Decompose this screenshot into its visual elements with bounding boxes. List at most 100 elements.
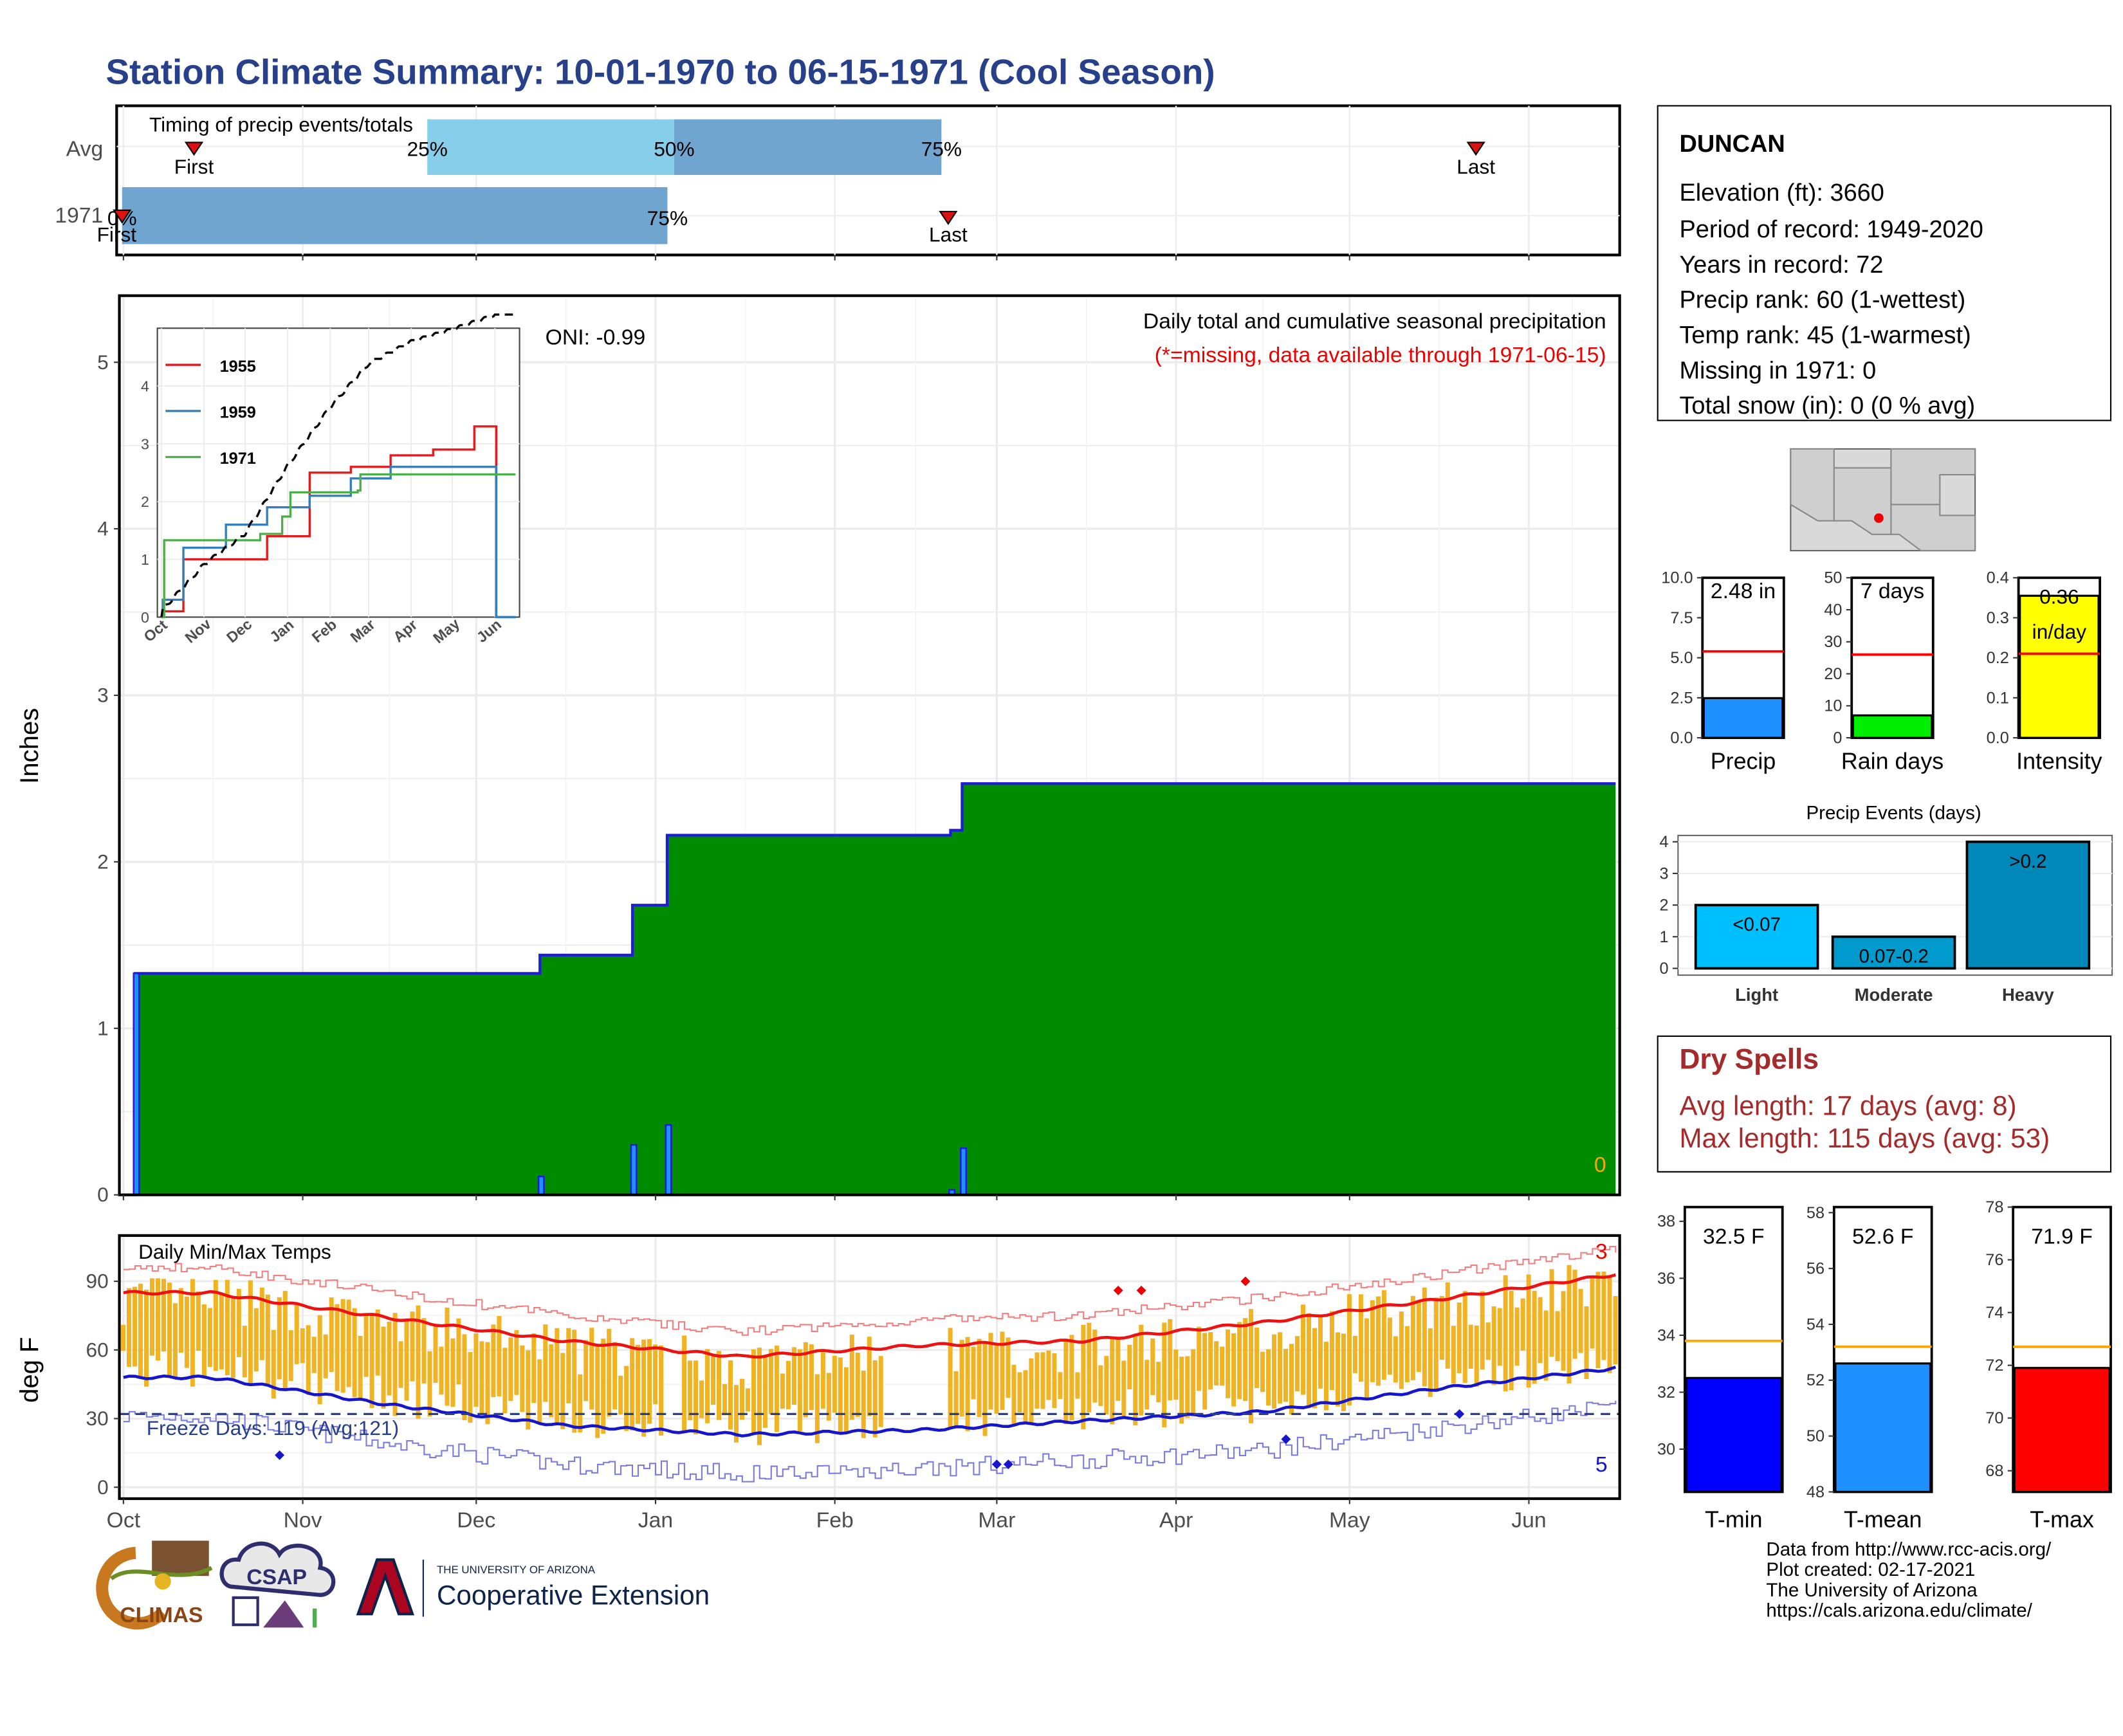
daily-temp-bar [1445,1282,1450,1369]
daily-temp-bar [1017,1372,1022,1413]
daily-temp-bar [346,1299,351,1387]
daily-temp-bar [988,1333,993,1410]
dry-spells-box: Dry Spells Avg length: 17 days (avg: 8) … [1657,1035,2112,1173]
station-period: Period of record: 1949-2020 [1679,216,1983,243]
station-temp-rank: Temp rank: 45 (1-warmest) [1679,322,1971,349]
daily-temp-bar [1133,1334,1138,1426]
daily-temp-bar [1341,1333,1346,1411]
timing-1971-last-marker [939,210,958,225]
daily-temp-bar [358,1335,363,1400]
daily-temp-bar [601,1339,606,1434]
daily-temp-bar [1162,1322,1167,1428]
credit-line-3: The University of Arizona [1766,1580,1978,1601]
daily-temp-bar [578,1374,583,1432]
missing-count: 0 [1594,1153,1606,1177]
daily-temp-bar [1266,1349,1271,1406]
precip-ytick-label: 3 [97,684,109,707]
daily-temp-bar [959,1340,964,1417]
timing-title: Timing of precip events/totals [149,113,413,136]
daily-temp-bar [1370,1300,1375,1382]
timing-1971-75: 75% [647,206,688,230]
daily-temp-bar [167,1283,172,1375]
daily-temp-bar [1468,1324,1473,1369]
daily-temp-bar [878,1356,883,1427]
climas-logo: CLIMAS [96,1540,213,1630]
month-label: Oct [107,1508,141,1532]
daily-temp-bar [253,1308,259,1372]
temp-summary-charts: 30 32 34 36 38 32.5 F T-min 48 50 52 54 56 58 52.6 F T… [1657,1198,2112,1532]
freeze-days-label: Freeze Days: 119 (Avg:121) [147,1416,399,1439]
daily-temp-bar [294,1304,299,1364]
events-bar-light [1694,904,1819,970]
events-ytick: 4 [1659,833,1668,851]
csap-logo-text: CSAP [246,1565,307,1589]
daily-temp-bar [1063,1339,1069,1425]
daily-temp-bar [624,1366,629,1431]
ua-extension-text: Cooperative Extension [437,1580,710,1610]
daily-temp-bar [1457,1302,1462,1373]
timing-1971-last-label: Last [929,223,968,246]
daily-temp-bar [468,1352,473,1423]
oni-label: ONI: -0.99 [546,325,646,350]
daily-temp-bar [184,1296,189,1368]
daily-temp-bar [1116,1338,1121,1401]
daily-temp-bar [456,1318,461,1385]
inset-legend-label: 1955 [220,358,256,376]
daily-temp-bar [745,1388,750,1412]
summary-bar-unit: in/day [2032,620,2087,643]
daily-temp-bar [1254,1327,1260,1388]
daily-temp-bar [1144,1360,1150,1410]
daily-temp-bar [1104,1356,1109,1415]
daily-temp-bar [1375,1296,1381,1386]
precip-ytick-label: 1 [97,1016,109,1039]
timing-avg-bar-light [427,119,674,176]
daily-temp-bar [1214,1341,1219,1385]
daily-temp-bar [872,1360,878,1438]
daily-temp-bar [404,1319,409,1401]
inset-avg-line [160,313,516,617]
daily-temp-bar [653,1344,658,1405]
daily-precip-bar [960,1147,968,1196]
daily-temp-bar [375,1309,380,1376]
daily-temp-bar [340,1299,345,1393]
daily-temp-bar [1416,1300,1421,1373]
summary-bar-value: 7 days [1861,579,1924,603]
inset-legend-label: 1971 [220,450,256,468]
daily-temp-bar [502,1348,508,1414]
daily-temp-bar [155,1278,160,1361]
daily-temp-bar [1387,1317,1392,1375]
summary-bar-tick: 32 [1657,1384,1675,1402]
timing-1971-bar [122,187,668,244]
month-label: Nov [284,1508,322,1532]
summary-bar-fill [1834,1362,1932,1494]
temp-bar-label: T-min [1705,1506,1763,1532]
daily-temp-bar [259,1287,264,1360]
daily-temp-bar [335,1304,340,1391]
daily-temp-bar [1179,1357,1184,1424]
daily-temp-bar [780,1373,785,1409]
season-totals-charts: 0.0 2.5 5.0 7.5 10.0 2.48 in Precip 0 10 20 30 40 50… [1661,569,2102,774]
daily-temp-bar [161,1279,166,1352]
events-bar-heavy [1965,840,2091,970]
daily-temp-bar [213,1279,218,1371]
summary-bar-label: Intensity [2016,749,2102,774]
events-ytick: 0 [1659,960,1668,978]
station-snow: Total snow (in): 0 (0 % avg) [1679,392,1975,419]
credits: Data from http://www.rcc-acis.org/ Plot … [1766,1539,2052,1622]
daily-temp-bar [277,1297,282,1380]
daily-temp-bar [433,1325,438,1383]
credit-line-2: Plot created: 02-17-2021 [1766,1559,1975,1580]
summary-bar-tick: 58 [1806,1204,1824,1222]
daily-temp-bar [473,1333,479,1407]
summary-bar-tick: 0 [1833,729,1842,747]
temp-ytick-label: 0 [97,1476,109,1499]
inset-line-1971 [161,473,516,619]
daily-temp-bar [1509,1290,1514,1391]
daily-temp-bar [1358,1294,1363,1382]
events-bar-text: 0.07-0.2 [1859,946,1928,967]
temp-bar-value: 71.9 F [2031,1225,2093,1249]
daily-temp-bar [1422,1287,1427,1387]
timing-1971-first-marker [113,209,132,224]
daily-temp-bar [526,1350,531,1430]
precip-description: Daily total and cumulative seasonal prec… [1143,309,1606,333]
